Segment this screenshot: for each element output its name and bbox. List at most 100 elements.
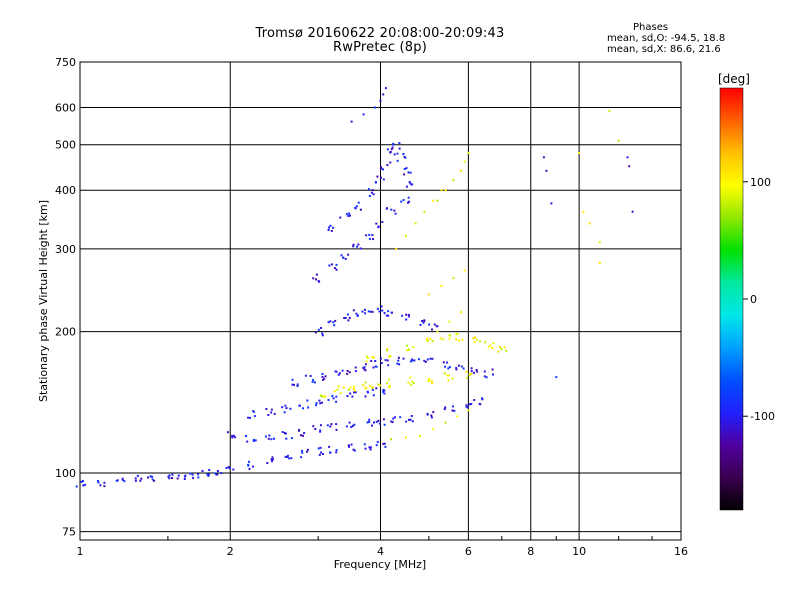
o-mode-point (319, 402, 322, 405)
o-mode-point (352, 245, 355, 248)
o-mode-point (270, 458, 273, 461)
o-mode-point (383, 442, 386, 445)
o-mode-point (197, 476, 200, 479)
o-mode-point (375, 222, 378, 225)
o-mode-point (284, 455, 287, 458)
o-mode-point (252, 440, 255, 442)
o-mode-point (300, 434, 302, 437)
o-mode-point (232, 434, 235, 437)
o-mode-point (444, 365, 447, 368)
x-mode-point (364, 381, 367, 384)
o-mode-point (386, 359, 389, 362)
o-mode-point (302, 434, 304, 437)
x-mode-point (411, 380, 414, 383)
x-axis-ticks: 1 2 4 6 8 10 16 (77, 536, 688, 558)
o-mode-point (347, 253, 350, 256)
x-mode-point (487, 345, 490, 348)
o-mode-point (267, 414, 270, 416)
o-mode-point (216, 473, 219, 476)
o-mode-point (189, 472, 192, 475)
o-mode-point (391, 146, 394, 149)
x-mode-point (473, 341, 476, 343)
o-mode-point (226, 431, 229, 434)
o-mode-point (364, 395, 367, 398)
o-mode-point (329, 224, 332, 227)
o-mode-point (348, 371, 351, 374)
o-mode-point (385, 207, 388, 210)
o-mode-point (321, 332, 324, 335)
o-mode-point (287, 454, 289, 457)
o-mode-point (298, 404, 301, 407)
x-mode-point (499, 346, 502, 348)
o-mode-point (346, 372, 349, 375)
o-mode-point (447, 367, 450, 370)
o-mode-point (408, 181, 411, 183)
phase-stats-o: mean, sd,O: -94.5, 18.8 (607, 33, 726, 44)
o-mode-point (183, 478, 186, 480)
x-mode-point (460, 169, 462, 172)
o-mode-point (335, 400, 338, 403)
o-mode-point (352, 309, 355, 312)
o-mode-point (149, 475, 152, 478)
o-mode-point (335, 449, 338, 452)
o-mode-point (330, 229, 333, 232)
o-mode-point (272, 458, 274, 461)
o-mode-point (363, 368, 366, 371)
o-mode-point (371, 234, 374, 236)
o-mode-point (394, 212, 397, 215)
o-mode-point (228, 466, 231, 469)
o-mode-point (252, 438, 255, 441)
o-mode-point (121, 477, 124, 480)
o-mode-point (353, 391, 355, 394)
o-mode-point (192, 476, 195, 479)
o-mode-point (380, 362, 383, 364)
x-mode-point (457, 339, 460, 342)
o-mode-point (408, 200, 411, 203)
o-mode-point (432, 411, 435, 414)
x-mode-point (412, 382, 415, 385)
x-mode-point (608, 109, 611, 112)
x-mode-point (467, 152, 470, 154)
o-mode-point (448, 366, 451, 369)
o-mode-point (321, 373, 324, 375)
x-mode-point (463, 269, 466, 272)
o-mode-point (367, 391, 369, 394)
o-mode-point (357, 243, 360, 246)
o-mode-point (330, 263, 333, 266)
o-mode-point (628, 165, 631, 168)
o-mode-point (550, 202, 553, 205)
o-mode-point (350, 120, 353, 123)
x-mode-point (379, 384, 381, 387)
x-mode-point (470, 372, 473, 375)
x-mode-point (447, 374, 450, 377)
x-mode-point (372, 356, 375, 359)
y-tick-label: 400 (55, 184, 76, 197)
o-mode-point (428, 323, 431, 326)
x-mode-point (427, 379, 430, 382)
o-mode-point (168, 477, 171, 480)
o-mode-point (380, 305, 383, 308)
o-mode-point (206, 473, 209, 476)
o-mode-point (136, 474, 139, 477)
o-mode-point (368, 446, 371, 449)
o-mode-point (270, 411, 273, 414)
colorbar-tick-label: -100 (750, 410, 775, 423)
o-mode-point (390, 420, 393, 423)
x-mode-point (352, 387, 355, 390)
o-mode-point (312, 425, 315, 428)
o-mode-point (252, 410, 255, 412)
o-mode-point (335, 370, 338, 373)
o-mode-point (372, 366, 375, 369)
o-mode-point (318, 399, 321, 402)
x-mode-point (419, 434, 421, 437)
o-mode-point (291, 383, 294, 386)
x-mode-point (431, 340, 434, 343)
o-mode-point (555, 376, 558, 379)
o-mode-point (80, 480, 83, 483)
o-mode-point (266, 462, 269, 464)
x-mode-point (432, 199, 435, 202)
o-mode-point (249, 416, 252, 419)
o-mode-point (410, 415, 413, 417)
o-mode-point (270, 438, 273, 441)
o-mode-point (319, 424, 322, 427)
